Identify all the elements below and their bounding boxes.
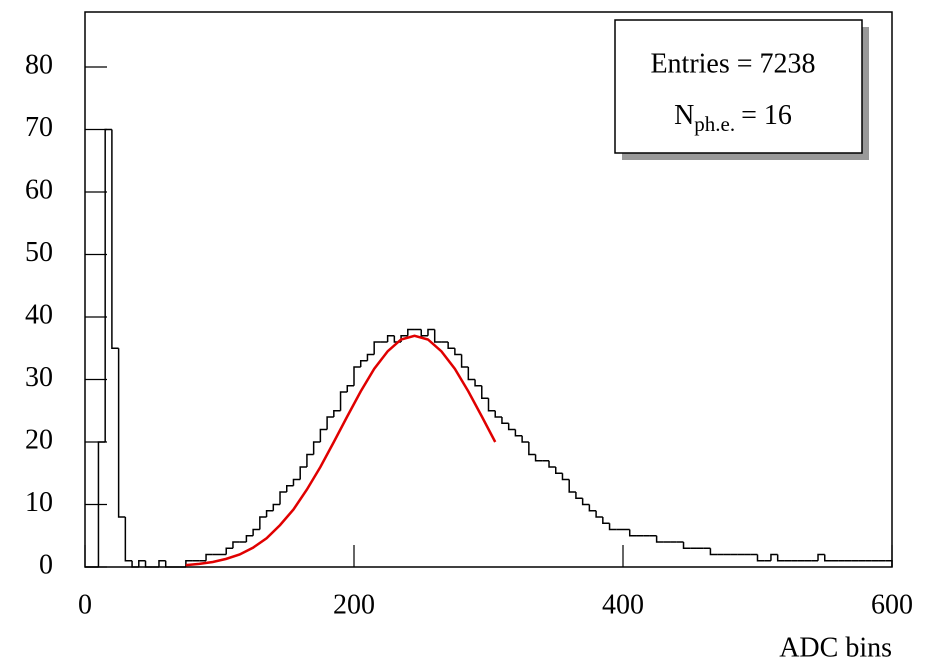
plot-frame xyxy=(84,11,893,568)
stats-n-subscript: ph.e. xyxy=(694,112,735,136)
histogram-bin xyxy=(460,354,469,368)
histogram-bin xyxy=(346,385,354,392)
histogram-bin xyxy=(111,129,119,349)
histogram-bin xyxy=(433,329,442,343)
histogram-bin xyxy=(555,467,563,474)
histogram-bin xyxy=(487,398,496,412)
histogram-bin xyxy=(319,428,328,442)
histogram-bin xyxy=(548,460,556,468)
histogram-bin xyxy=(514,429,523,437)
histogram-bin xyxy=(286,485,294,492)
histogram-bin xyxy=(595,510,603,518)
histogram-bin xyxy=(655,535,664,543)
histogram-bin xyxy=(366,353,375,361)
histogram-bin xyxy=(709,548,718,556)
stats-nphe: Nph.e. = 16 xyxy=(674,100,792,135)
histogram-bin xyxy=(131,560,139,568)
histogram-bin xyxy=(447,342,455,349)
histogram-bin xyxy=(407,328,415,336)
y-tick-label: 0 xyxy=(39,549,53,580)
fit-curve xyxy=(185,334,497,567)
histogram-bin xyxy=(602,517,610,524)
histogram-bin xyxy=(272,503,281,511)
histogram-bin xyxy=(454,348,462,356)
histogram-bin xyxy=(756,554,765,562)
histogram-bin xyxy=(124,517,133,562)
histogram-bin xyxy=(561,473,570,481)
histogram-bin xyxy=(306,453,314,467)
histogram-bin xyxy=(885,560,893,567)
histogram-bin xyxy=(144,560,153,568)
histogram-bin xyxy=(628,529,637,537)
histogram-bin xyxy=(467,367,476,381)
histogram-bin xyxy=(353,366,361,386)
histogram-bin xyxy=(824,554,832,562)
histogram-bin xyxy=(373,341,381,355)
histogram-bin xyxy=(588,504,597,512)
histogram-bin xyxy=(474,379,482,387)
histogram-bin xyxy=(205,553,213,561)
x-tick-label: 400 xyxy=(602,589,644,620)
histogram-bin xyxy=(104,128,112,442)
histogram-bin xyxy=(581,498,590,506)
histogram-bin xyxy=(776,554,785,562)
histogram-bin xyxy=(481,385,489,399)
histogram-bin xyxy=(420,329,428,337)
histogram-bin xyxy=(501,417,509,424)
y-tick-label: 40 xyxy=(25,299,53,330)
histogram-bin xyxy=(164,560,173,568)
histogram-bin xyxy=(568,479,576,493)
histogram-bin xyxy=(575,492,583,499)
x-axis-title: ADC bins xyxy=(779,632,892,662)
stats-box xyxy=(614,19,863,154)
histogram-bin xyxy=(333,410,341,417)
histogram-bin xyxy=(507,423,516,431)
x-tick-label: 600 xyxy=(871,589,913,620)
histogram-bin xyxy=(279,491,287,505)
y-tick-label: 60 xyxy=(25,174,53,205)
histogram-bin xyxy=(817,553,825,561)
y-tick-label: 80 xyxy=(25,49,53,80)
histogram-bin xyxy=(534,454,543,462)
stats-n-symbol: N xyxy=(674,100,694,131)
histogram-bin xyxy=(252,528,260,536)
histogram-bin xyxy=(225,547,233,555)
y-tick-label: 20 xyxy=(25,424,53,455)
histogram-bin xyxy=(259,516,267,530)
histogram-bin xyxy=(138,560,146,567)
histogram-bin xyxy=(427,328,435,336)
y-tick-label: 30 xyxy=(25,362,53,393)
histogram-bin xyxy=(232,541,240,549)
histogram-bin xyxy=(97,441,106,567)
histogram-bin xyxy=(245,535,254,542)
histogram-bin xyxy=(117,348,126,518)
histogram-bin xyxy=(386,335,395,342)
histogram-bin xyxy=(299,466,307,480)
y-tick-label: 70 xyxy=(25,112,53,143)
y-tick-label: 50 xyxy=(25,237,53,268)
stats-entries: Entries = 7238 xyxy=(650,48,815,79)
histogram-bin xyxy=(770,553,778,561)
histogram-bin xyxy=(158,560,166,567)
x-tick-label: 200 xyxy=(333,589,375,620)
histogram-bin xyxy=(494,410,502,418)
histogram-bin xyxy=(326,416,334,430)
x-tick-label: 0 xyxy=(78,589,92,620)
histogram-bin xyxy=(608,523,617,531)
y-tick-label: 10 xyxy=(25,487,53,518)
histogram-bin xyxy=(521,435,529,443)
histogram-bin xyxy=(339,391,348,411)
histogram-bin xyxy=(528,442,536,456)
histogram-bin xyxy=(292,478,301,486)
histogram-bin xyxy=(312,441,321,455)
histogram-bin xyxy=(359,360,368,367)
stats-n-value: = 16 xyxy=(741,100,792,131)
histogram-bin xyxy=(682,542,691,549)
histogram-bin xyxy=(265,510,274,517)
